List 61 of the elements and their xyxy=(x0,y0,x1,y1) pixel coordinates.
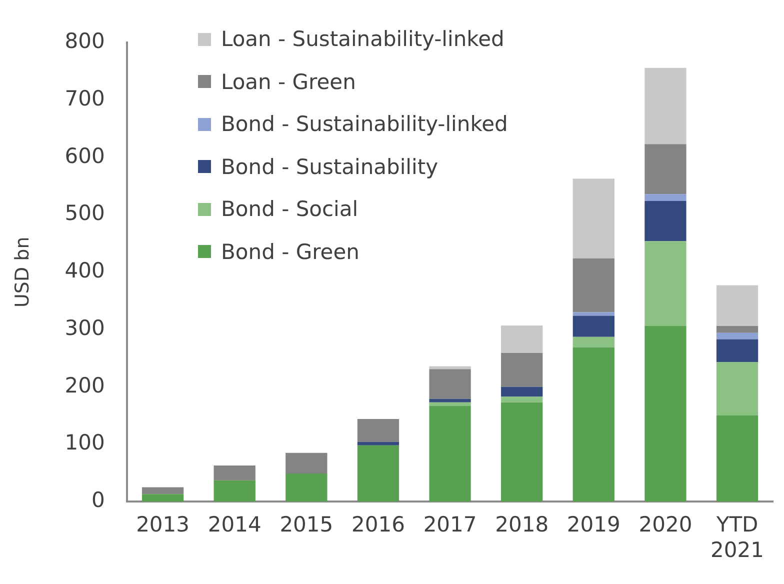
bar xyxy=(716,326,758,333)
bar xyxy=(644,241,686,326)
bar xyxy=(501,353,543,387)
bar xyxy=(644,200,686,242)
y-tick-label: 600 xyxy=(64,144,105,168)
bar xyxy=(501,402,543,502)
bar xyxy=(501,325,543,353)
bar xyxy=(429,366,471,370)
y-tick-label: 800 xyxy=(64,29,105,54)
bar xyxy=(429,369,471,399)
bar xyxy=(716,416,758,502)
legend-label: Bond - Green xyxy=(221,240,360,264)
y-axis-title: USD bn xyxy=(11,236,34,308)
bar xyxy=(142,487,184,494)
bar xyxy=(644,144,686,194)
bar xyxy=(357,445,400,502)
bar xyxy=(572,178,614,258)
y-tick-label: 500 xyxy=(64,201,105,226)
legend-label: Bond - Sustainability xyxy=(221,154,438,179)
x-tick-label: 2015 xyxy=(280,512,334,537)
x-tick-label: 2016 xyxy=(351,512,405,537)
y-tick-label: 0 xyxy=(92,488,105,512)
legend-label: Loan - Green xyxy=(221,70,356,94)
bar xyxy=(716,362,758,416)
legend-label: Bond - Sustainability-linked xyxy=(221,112,508,136)
bar xyxy=(501,386,543,397)
bar xyxy=(357,418,400,442)
x-tick-label: 2013 xyxy=(136,512,190,537)
bar xyxy=(429,406,471,502)
bar xyxy=(572,316,614,337)
bar xyxy=(286,473,328,502)
bar xyxy=(644,68,686,144)
bar xyxy=(572,336,614,348)
bar xyxy=(142,494,184,502)
bar xyxy=(214,480,256,502)
y-tick-label: 200 xyxy=(64,373,105,398)
bar xyxy=(572,347,614,502)
x-tick-label: 2018 xyxy=(495,512,549,537)
y-tick-label: 400 xyxy=(64,258,105,283)
legend-label: Loan - Sustainability-linked xyxy=(221,27,504,52)
x-tick-label: 2020 xyxy=(638,512,692,537)
x-tick-label: 2014 xyxy=(208,512,262,537)
bar xyxy=(716,332,758,340)
legend-label: Bond - Social xyxy=(221,197,358,222)
bar xyxy=(286,452,328,474)
y-tick-label: 300 xyxy=(64,316,105,340)
bar xyxy=(357,442,400,446)
y-tick-label: 700 xyxy=(64,86,105,110)
x-tick-label: 2019 xyxy=(566,512,620,537)
bar xyxy=(214,465,256,480)
bar xyxy=(716,285,758,326)
bar xyxy=(501,396,543,402)
bar xyxy=(644,326,686,502)
bar xyxy=(572,258,614,312)
bar xyxy=(429,398,471,402)
bar xyxy=(429,402,471,406)
y-tick-label: 100 xyxy=(64,430,105,455)
bar xyxy=(716,339,758,362)
bar xyxy=(644,194,686,201)
x-tick-label: 2017 xyxy=(423,512,477,537)
x-tick-label: YTD 2021 xyxy=(710,512,764,562)
